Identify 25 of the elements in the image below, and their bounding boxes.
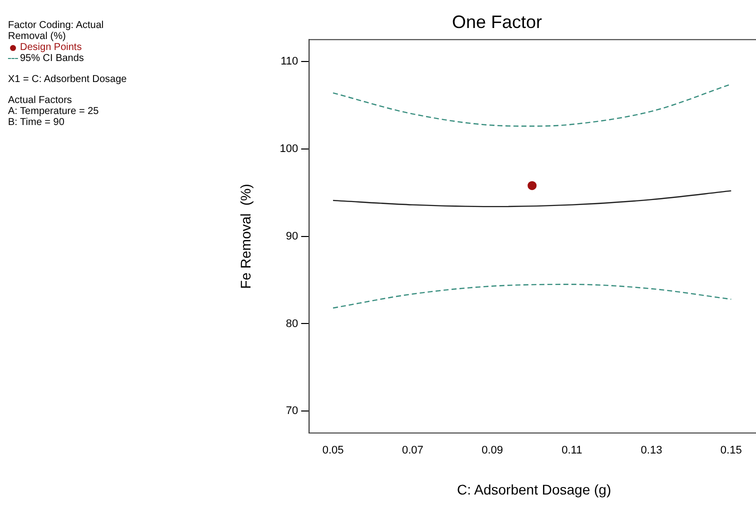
line-series (332, 190, 732, 208)
text: Removal (%) (8, 31, 67, 42)
y-axis-title: Fe Removal (%) (237, 184, 254, 289)
chart-title: One Factor (452, 12, 542, 32)
x-tick-label: 0.11 (562, 444, 582, 457)
x-tick-label: 0.15 (720, 444, 742, 457)
x-tick-label: 0.05 (322, 444, 344, 457)
text: A: Temperature = 25 (8, 106, 100, 117)
legend-label: 95% CI Bands (20, 53, 84, 64)
y-tick-label: 110 (280, 55, 298, 68)
line-series (332, 84, 732, 127)
x-tick-label: 0.13 (640, 444, 662, 457)
text: Factor Coding: Actual (8, 20, 105, 31)
x-tick-label: 0.09 (482, 444, 503, 457)
line-series (332, 284, 732, 309)
y-tick-label: 100 (280, 142, 298, 155)
x-tick-label: 0.07 (402, 444, 424, 457)
y-tick-label: 70 (286, 405, 298, 418)
y-tick-label: 80 (286, 318, 298, 330)
text: B: Time = 90 (8, 117, 66, 128)
text: X1 = C: Adsorbent Dosage (8, 74, 128, 85)
text: Actual Factors (8, 95, 73, 106)
x-axis-title: C: Adsorbent Dosage (g) (457, 481, 612, 498)
y-tick-label: 90 (286, 230, 298, 242)
legend-label: Design Points (20, 42, 82, 53)
